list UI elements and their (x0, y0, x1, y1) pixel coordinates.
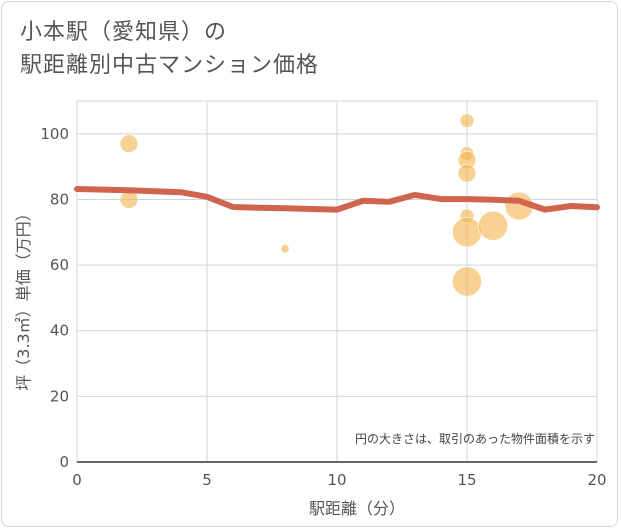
x-axis-title: 駅距離（分） (309, 499, 405, 518)
data-bubble (452, 217, 482, 248)
data-bubble (478, 210, 508, 241)
data-bubble (280, 244, 290, 254)
data-bubble (459, 113, 475, 128)
trend-line (74, 186, 600, 213)
y-tick-label: 100 (40, 125, 69, 143)
y-tick-label: 80 (50, 190, 69, 208)
y-tick-label: 20 (50, 387, 69, 405)
y-tick-label: 0 (59, 453, 69, 471)
grid-lines (76, 100, 598, 463)
y-tick-label: 40 (50, 322, 69, 340)
x-tick-label: 0 (72, 471, 82, 489)
chart-title-line1: 小本駅（愛知県）の (20, 20, 228, 45)
x-tick-label: 5 (202, 471, 212, 489)
data-bubble (457, 163, 477, 183)
x-tick-label: 15 (457, 471, 476, 489)
y-axis-title: 坪（3.3㎡）単価（万円） (14, 205, 33, 390)
chart-title: 小本駅（愛知県）の 駅距離別中古マンション価格 (20, 16, 319, 82)
bubble-layer (119, 113, 534, 297)
data-bubble (452, 266, 482, 297)
y-tick-label: 60 (50, 256, 69, 274)
axis-ticks: 0 5 10 15 20 0 20 40 60 80 100 (40, 125, 606, 489)
size-annotation: 円の大きさは、取引のあった物件面積を示す (355, 431, 595, 446)
chart-title-line2: 駅距離別中古マンション価格 (20, 53, 320, 78)
x-tick-label: 10 (327, 471, 346, 489)
data-bubble (119, 134, 139, 153)
x-tick-label: 20 (587, 471, 606, 489)
